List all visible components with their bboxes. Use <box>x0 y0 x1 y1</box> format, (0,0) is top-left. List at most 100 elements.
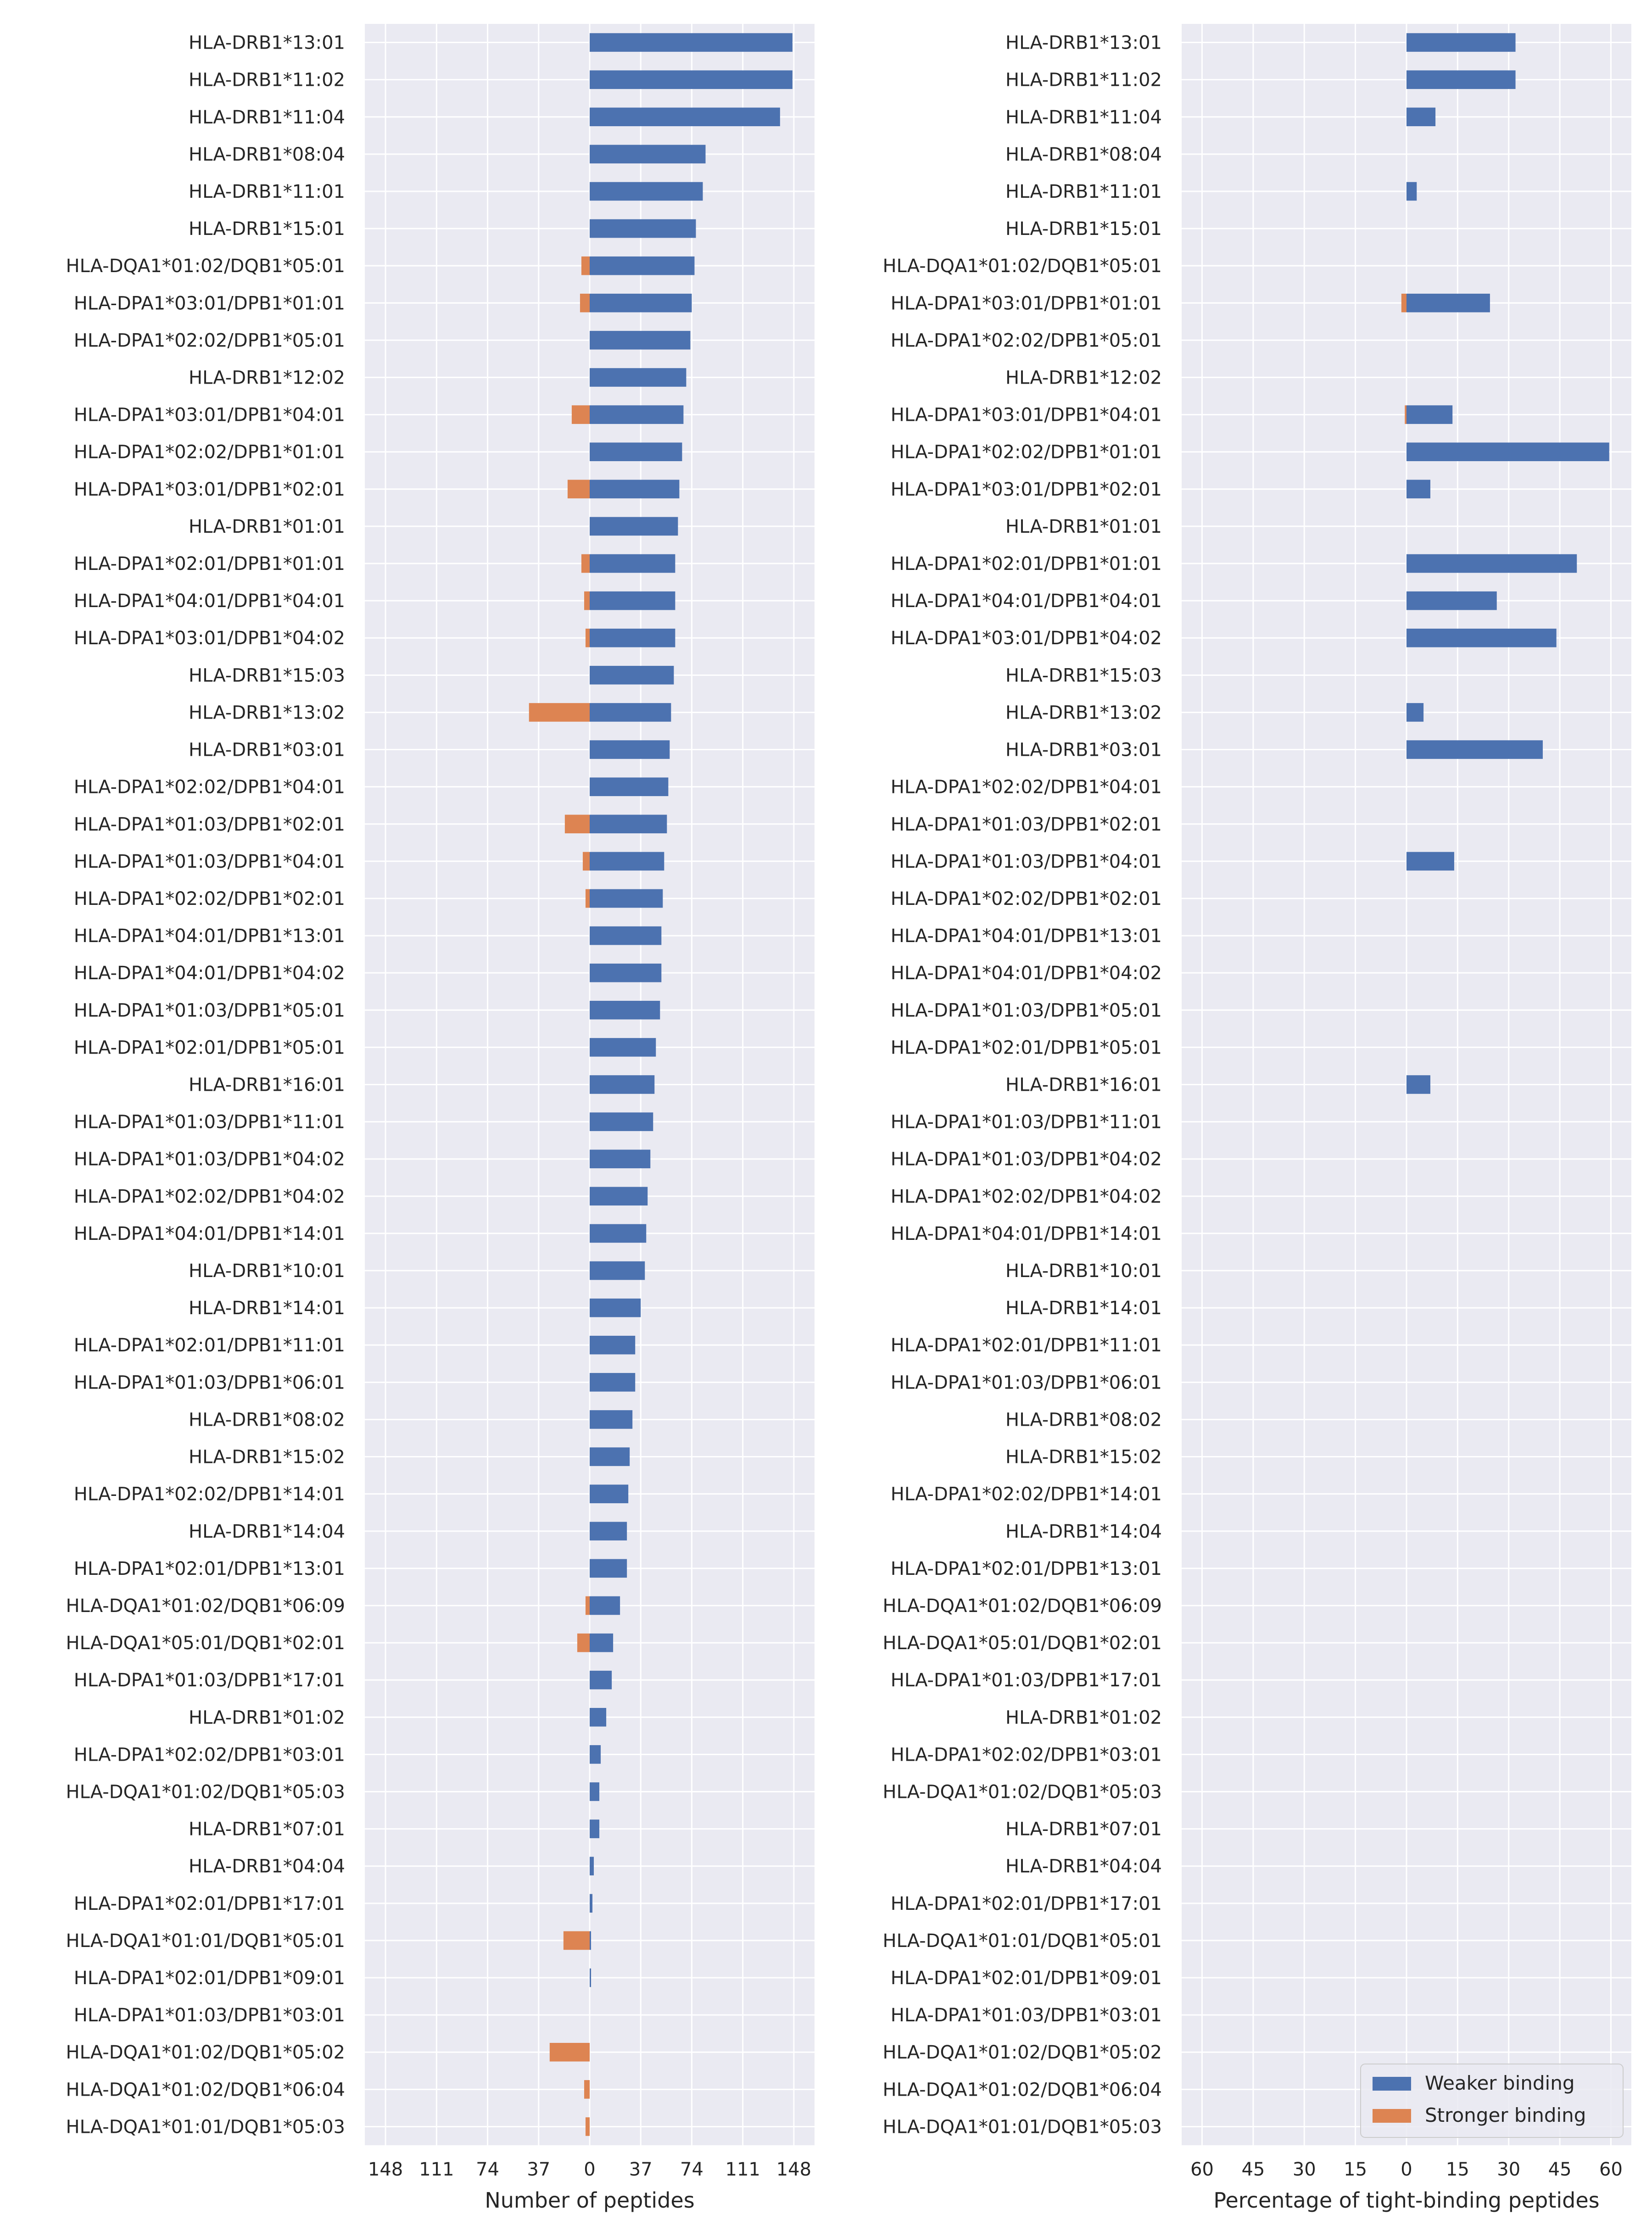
left-bar-weaker-binding <box>590 1410 633 1429</box>
right-allele-label: HLA-DPA1*01:03/DPB1*02:01 <box>891 814 1162 835</box>
right-allele-label: HLA-DPA1*02:02/DPB1*02:01 <box>891 888 1162 909</box>
left-allele-label: HLA-DPA1*01:03/DPB1*02:01 <box>74 814 345 835</box>
right-allele-label: HLA-DRB1*11:02 <box>1005 70 1162 91</box>
right-allele-label: HLA-DPA1*02:02/DPB1*04:01 <box>891 777 1162 798</box>
left-bar-weaker-binding <box>590 1782 600 1801</box>
left-x-tick-label: 111 <box>419 2159 454 2180</box>
left-bar-weaker-binding <box>590 1038 656 1057</box>
right-bar-stronger-binding <box>1405 405 1406 424</box>
right-allele-label: HLA-DRB1*12:02 <box>1005 368 1162 389</box>
right-allele-label: HLA-DRB1*15:02 <box>1005 1447 1162 1468</box>
left-allele-label: HLA-DRB1*10:01 <box>189 1261 345 1282</box>
left-bar-stronger-binding <box>581 554 590 573</box>
left-bar-weaker-binding <box>590 554 675 573</box>
left-allele-label: HLA-DRB1*08:02 <box>189 1409 345 1430</box>
right-allele-label: HLA-DPA1*02:01/DPB1*17:01 <box>891 1893 1162 1914</box>
left-allele-label: HLA-DPA1*03:01/DPB1*04:01 <box>74 405 345 426</box>
right-bar-weaker-binding <box>1406 405 1453 424</box>
left-bar-stronger-binding <box>571 405 590 424</box>
right-x-tick-label: 45 <box>1241 2159 1265 2180</box>
right-x-tick-label: 15 <box>1446 2159 1469 2180</box>
right-bar-weaker-binding <box>1406 70 1516 89</box>
right-allele-label: HLA-DPA1*03:01/DPB1*02:01 <box>891 479 1162 500</box>
left-bar-stronger-binding <box>563 1931 590 1950</box>
left-bar-weaker-binding <box>590 331 691 350</box>
right-bar-weaker-binding <box>1406 1075 1430 1094</box>
left-allele-label: HLA-DPA1*01:03/DPB1*04:01 <box>74 851 345 872</box>
left-x-tick-label: 37 <box>629 2159 653 2180</box>
right-allele-label: HLA-DRB1*13:01 <box>1005 33 1162 54</box>
left-allele-label: HLA-DPA1*01:03/DPB1*04:02 <box>74 1149 345 1170</box>
left-bar-weaker-binding <box>590 480 680 499</box>
left-bar-weaker-binding <box>590 442 682 461</box>
left-bar-stronger-binding <box>567 480 590 499</box>
left-allele-label: HLA-DRB1*15:01 <box>189 218 345 240</box>
right-allele-label: HLA-DPA1*02:01/DPB1*05:01 <box>891 1037 1162 1058</box>
left-bar-weaker-binding <box>590 1261 645 1280</box>
legend-label-stronger: Stronger binding <box>1425 2104 1586 2126</box>
left-bar-weaker-binding <box>590 666 674 685</box>
left-bar-stronger-binding <box>584 591 590 610</box>
right-x-tick-label: 30 <box>1293 2159 1316 2180</box>
right-allele-label: HLA-DPA1*04:01/DPB1*13:01 <box>891 926 1162 947</box>
right-allele-label: HLA-DQA1*01:02/DQB1*06:04 <box>883 2079 1162 2100</box>
left-allele-label: HLA-DPA1*03:01/DPB1*04:02 <box>74 628 345 649</box>
left-bar-weaker-binding <box>590 1001 660 1020</box>
right-x-tick-label: 60 <box>1190 2159 1214 2180</box>
left-allele-label: HLA-DPA1*02:02/DPB1*04:01 <box>74 777 345 798</box>
left-allele-label: HLA-DRB1*11:02 <box>189 70 345 91</box>
left-allele-label: HLA-DRB1*13:01 <box>189 33 345 54</box>
left-bar-weaker-binding <box>590 517 678 536</box>
left-allele-label: HLA-DRB1*14:04 <box>189 1521 345 1542</box>
left-bar-weaker-binding <box>590 889 663 908</box>
right-bar-weaker-binding <box>1406 33 1516 52</box>
right-bar-stronger-binding <box>1401 294 1406 312</box>
right-allele-label: HLA-DPA1*01:03/DPB1*11:01 <box>891 1112 1162 1133</box>
left-allele-label: HLA-DRB1*07:01 <box>189 1819 345 1840</box>
left-bar-stronger-binding <box>584 2080 590 2099</box>
left-bar-stronger-binding <box>564 814 590 834</box>
left-allele-label: HLA-DPA1*01:03/DPB1*17:01 <box>74 1670 345 1691</box>
left-allele-label: HLA-DPA1*02:01/DPB1*17:01 <box>74 1893 345 1914</box>
left-bar-stronger-binding <box>577 1633 590 1652</box>
left-x-tick-label: 148 <box>368 2159 403 2180</box>
left-allele-label: HLA-DQA1*05:01/DQB1*02:01 <box>66 1633 346 1654</box>
left-allele-label: HLA-DPA1*03:01/DPB1*01:01 <box>74 293 345 314</box>
left-bar-weaker-binding <box>590 294 692 312</box>
left-bar-weaker-binding <box>590 852 664 871</box>
left-bar-stronger-binding <box>585 2117 590 2136</box>
left-bar-weaker-binding <box>590 1149 651 1168</box>
right-allele-label: HLA-DPA1*01:03/DPB1*03:01 <box>891 2005 1162 2026</box>
left-x-tick-label: 74 <box>680 2159 703 2180</box>
left-allele-label: HLA-DQA1*01:02/DQB1*05:02 <box>66 2042 346 2063</box>
left-bar-weaker-binding <box>590 1335 636 1355</box>
legend-swatch-stronger <box>1373 2109 1411 2123</box>
left-bar-stronger-binding <box>581 256 590 275</box>
left-allele-label: HLA-DQA1*01:01/DQB1*05:01 <box>66 1930 346 1952</box>
left-allele-label: HLA-DPA1*02:02/DPB1*04:02 <box>74 1186 345 1207</box>
left-allele-label: HLA-DQA1*01:02/DQB1*05:01 <box>66 256 346 277</box>
left-allele-label: HLA-DPA1*02:02/DPB1*01:01 <box>74 442 345 463</box>
left-bar-weaker-binding <box>590 219 696 238</box>
right-allele-label: HLA-DRB1*16:01 <box>1005 1075 1162 1096</box>
left-allele-label: HLA-DPA1*04:01/DPB1*13:01 <box>74 926 345 947</box>
left-x-tick-label: 111 <box>726 2159 760 2180</box>
right-allele-label: HLA-DPA1*02:01/DPB1*09:01 <box>891 1968 1162 1989</box>
left-bar-stronger-binding <box>585 889 590 908</box>
right-allele-label: HLA-DQA1*01:01/DQB1*05:01 <box>883 1930 1162 1952</box>
left-allele-label: HLA-DRB1*11:01 <box>189 181 345 202</box>
left-bar-weaker-binding <box>590 963 662 982</box>
left-allele-label: HLA-DRB1*14:01 <box>189 1298 345 1319</box>
right-allele-label: HLA-DPA1*01:03/DPB1*17:01 <box>891 1670 1162 1691</box>
left-bar-stronger-binding <box>585 1596 590 1615</box>
right-bar-weaker-binding <box>1406 703 1424 722</box>
right-bar-weaker-binding <box>1406 852 1454 871</box>
left-allele-label: HLA-DPA1*02:02/DPB1*14:01 <box>74 1484 345 1505</box>
right-allele-label: HLA-DRB1*14:01 <box>1005 1298 1162 1319</box>
right-allele-label: HLA-DRB1*15:01 <box>1005 218 1162 240</box>
right-allele-label: HLA-DPA1*01:03/DPB1*04:02 <box>891 1149 1162 1170</box>
left-allele-label: HLA-DQA1*01:01/DQB1*05:03 <box>66 2116 346 2137</box>
right-allele-label: HLA-DPA1*02:01/DPB1*01:01 <box>891 553 1162 575</box>
right-allele-label: HLA-DQA1*01:02/DQB1*05:01 <box>883 256 1162 277</box>
right-allele-label: HLA-DQA1*01:02/DQB1*05:03 <box>883 1782 1162 1803</box>
